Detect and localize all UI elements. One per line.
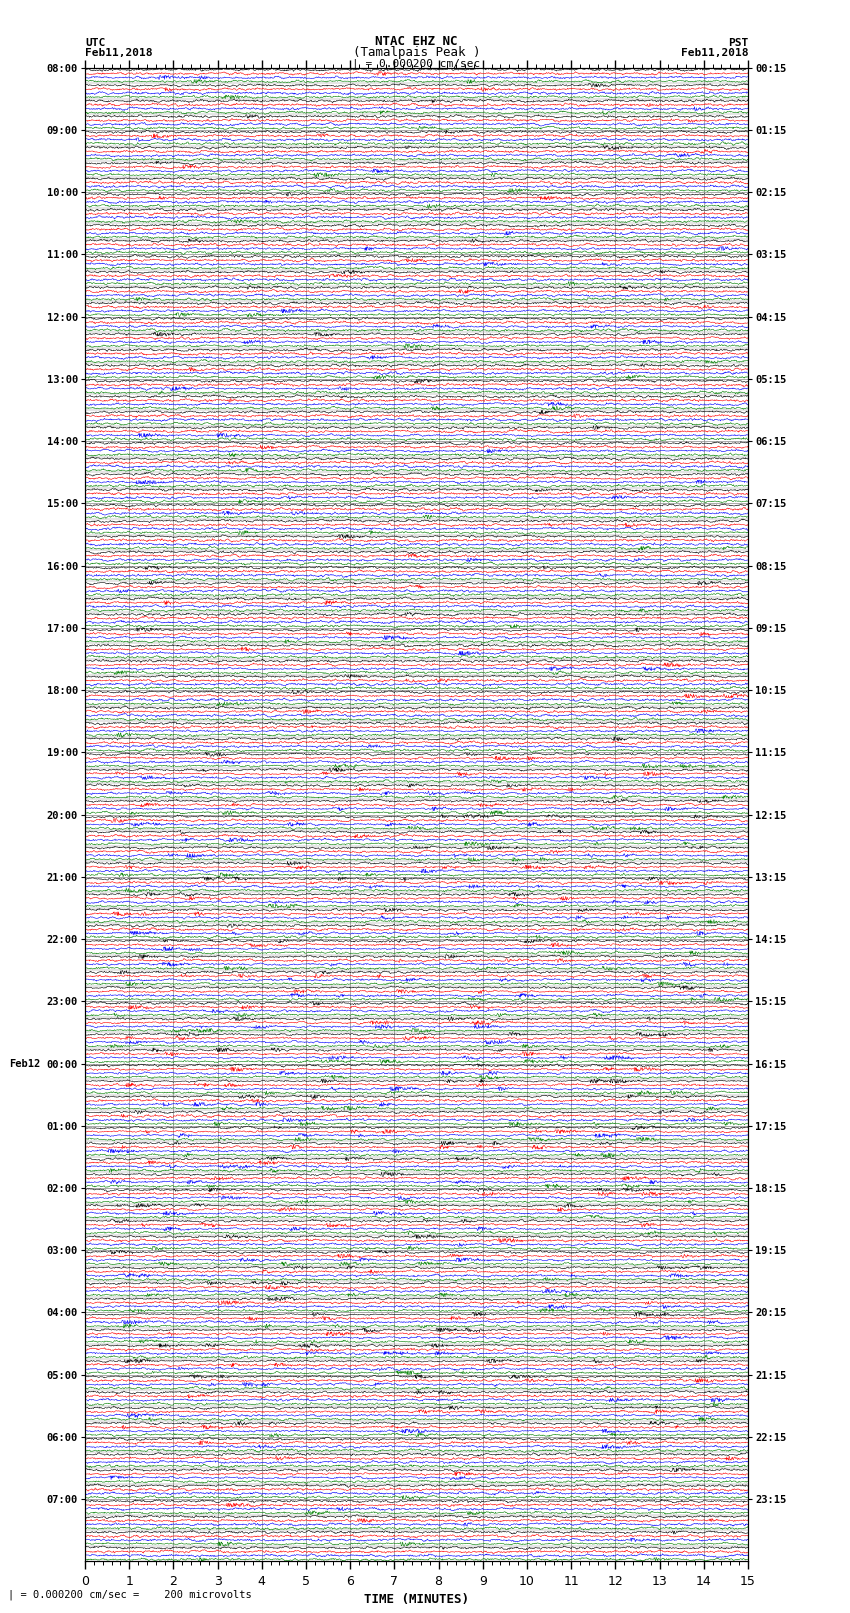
Text: (Tamalpais Peak ): (Tamalpais Peak ) [353, 45, 480, 58]
Text: NTAC EHZ NC: NTAC EHZ NC [375, 34, 458, 47]
X-axis label: TIME (MINUTES): TIME (MINUTES) [364, 1594, 469, 1607]
Text: Feb12: Feb12 [8, 1058, 40, 1068]
Text: | = 0.000200 cm/sec =    200 microvolts: | = 0.000200 cm/sec = 200 microvolts [8, 1589, 252, 1600]
Text: Feb11,2018: Feb11,2018 [681, 48, 748, 58]
Text: Feb11,2018: Feb11,2018 [85, 48, 152, 58]
Text: | = 0.000200 cm/sec: | = 0.000200 cm/sec [353, 58, 480, 69]
Text: UTC: UTC [85, 37, 105, 47]
Text: PST: PST [728, 37, 748, 47]
